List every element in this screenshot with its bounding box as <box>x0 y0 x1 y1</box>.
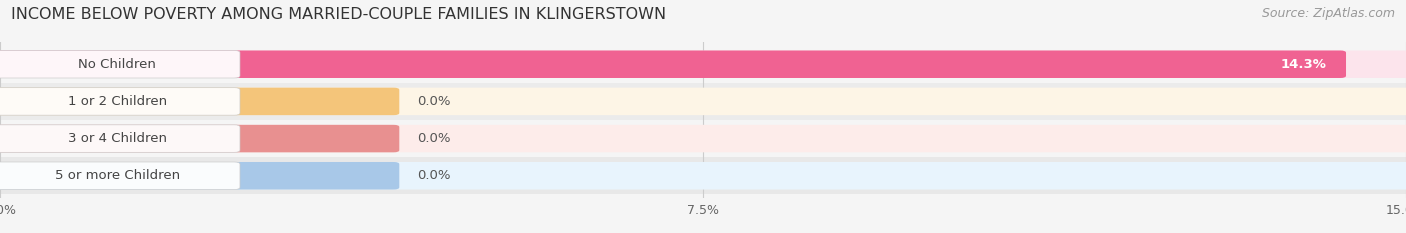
FancyBboxPatch shape <box>0 162 240 189</box>
Text: 3 or 4 Children: 3 or 4 Children <box>67 132 167 145</box>
FancyBboxPatch shape <box>0 88 1406 115</box>
Text: 0.0%: 0.0% <box>418 169 450 182</box>
Text: 0.0%: 0.0% <box>418 132 450 145</box>
FancyBboxPatch shape <box>0 125 1406 152</box>
Bar <box>0 46 1406 83</box>
FancyBboxPatch shape <box>0 88 399 115</box>
FancyBboxPatch shape <box>0 125 399 152</box>
FancyBboxPatch shape <box>0 162 1406 189</box>
Text: No Children: No Children <box>79 58 156 71</box>
Text: 5 or more Children: 5 or more Children <box>55 169 180 182</box>
Bar <box>0 83 1406 120</box>
Text: 1 or 2 Children: 1 or 2 Children <box>67 95 167 108</box>
Bar <box>0 120 1406 157</box>
FancyBboxPatch shape <box>0 125 240 152</box>
FancyBboxPatch shape <box>0 51 1406 78</box>
Text: Source: ZipAtlas.com: Source: ZipAtlas.com <box>1261 7 1395 20</box>
Text: 14.3%: 14.3% <box>1281 58 1326 71</box>
FancyBboxPatch shape <box>0 88 240 115</box>
Text: INCOME BELOW POVERTY AMONG MARRIED-COUPLE FAMILIES IN KLINGERSTOWN: INCOME BELOW POVERTY AMONG MARRIED-COUPL… <box>11 7 666 22</box>
FancyBboxPatch shape <box>0 51 1346 78</box>
FancyBboxPatch shape <box>0 51 240 78</box>
Bar <box>0 157 1406 194</box>
FancyBboxPatch shape <box>0 162 399 189</box>
Text: 0.0%: 0.0% <box>418 95 450 108</box>
